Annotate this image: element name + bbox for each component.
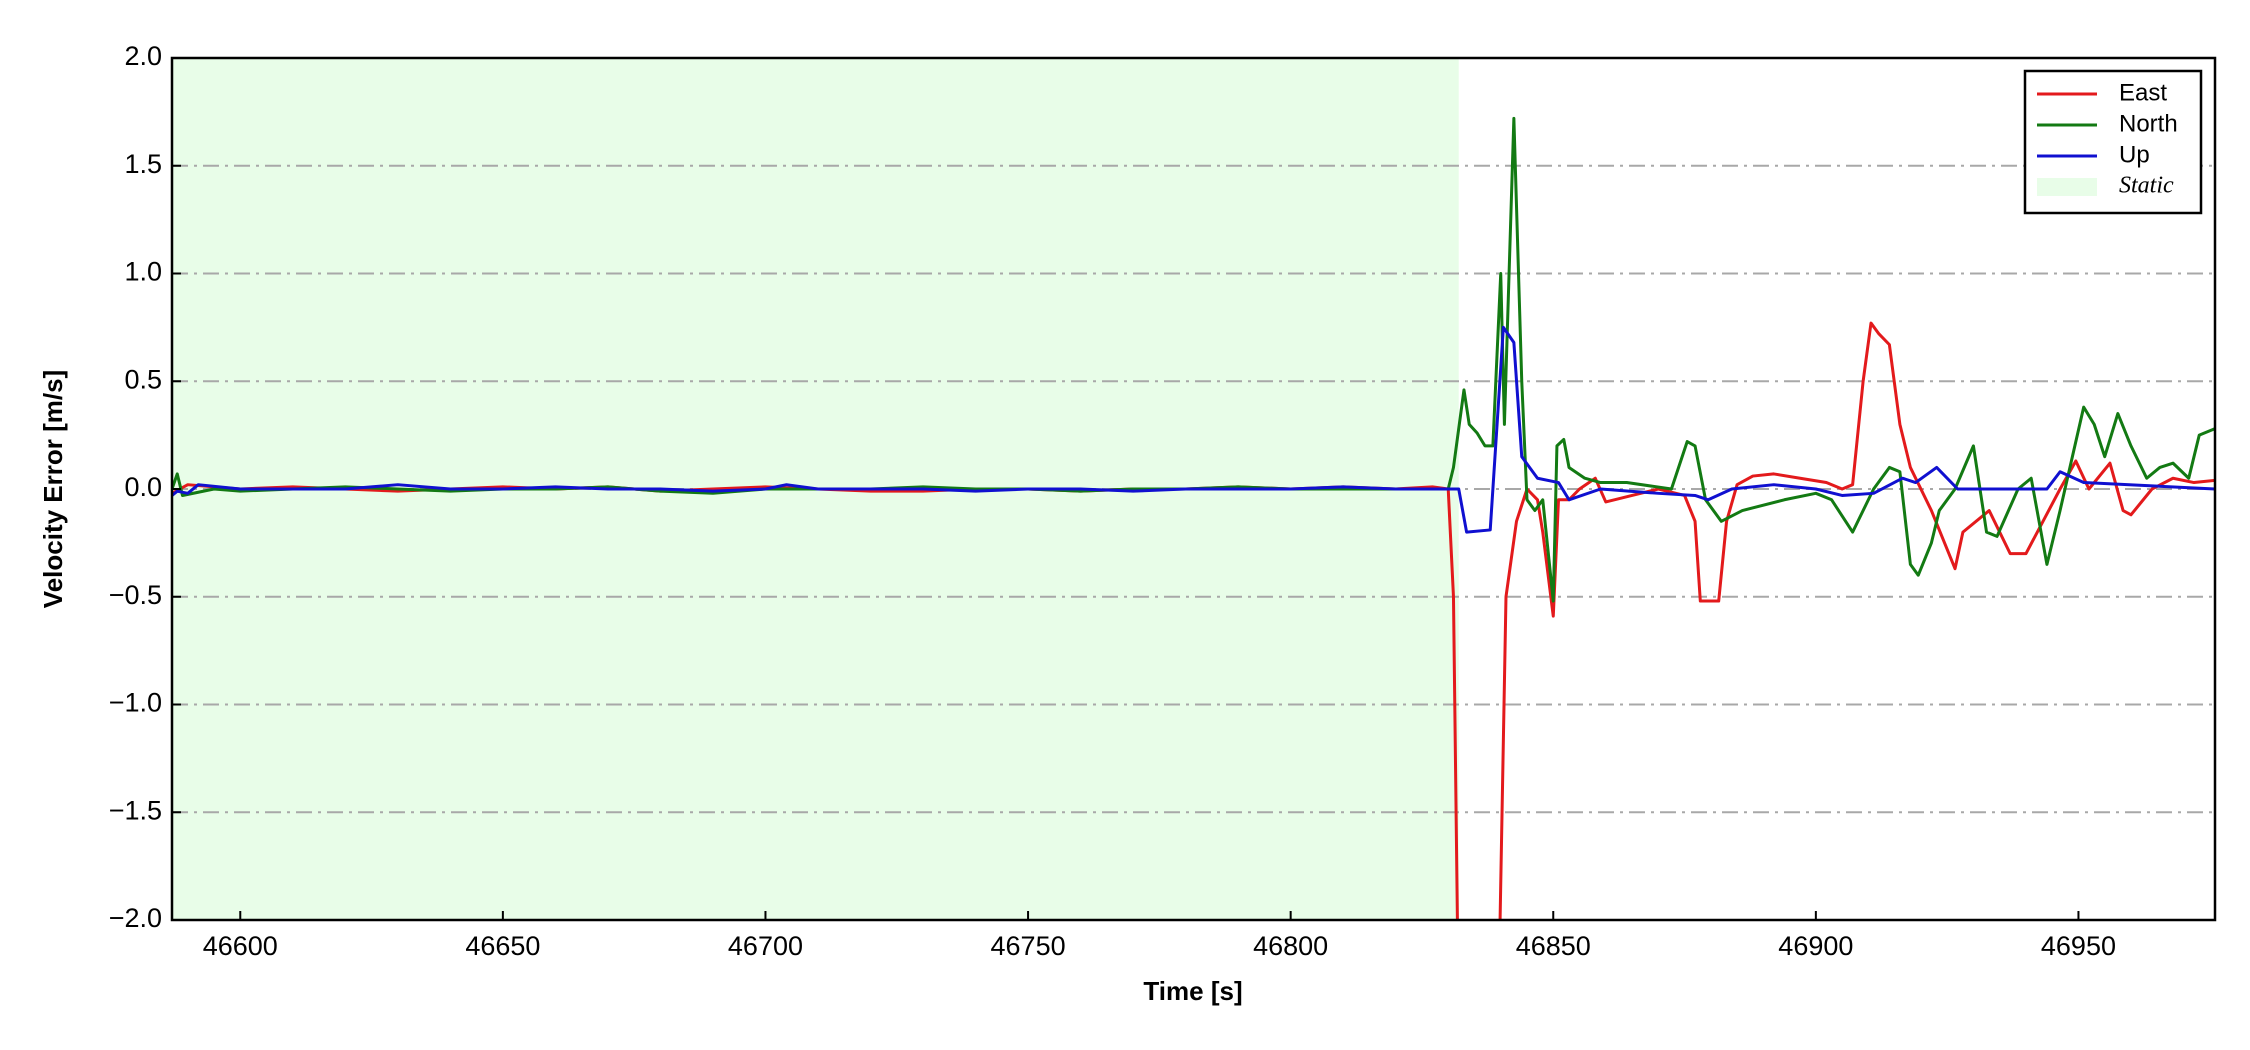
legend-label: East: [2119, 79, 2167, 106]
y-tick-label: −1.0: [109, 688, 162, 718]
y-tick-label: −1.5: [109, 795, 162, 825]
x-tick-label: 46650: [465, 931, 540, 961]
plot-frame: [170, 56, 2217, 922]
x-axis-label: Time [s]: [1143, 976, 1242, 1006]
x-tick-label: 46750: [991, 931, 1066, 961]
x-tick-label: 46800: [1253, 931, 1328, 961]
x-tick-label: 46850: [1516, 931, 1591, 961]
y-tick-label: 0.0: [124, 472, 162, 502]
x-tick-label: 46700: [728, 931, 803, 961]
x-tick-label: 46900: [1778, 931, 1853, 961]
foreground-layer: −2.0 −1.5 −1.0 −0.5 0.0 0.5 1.0 1.5 2.0 46600 4665…: [109, 41, 2217, 961]
y-tick-label: 1.5: [124, 149, 162, 179]
y-tick-label: 2.0: [124, 41, 162, 71]
y-tick-label: −2.0: [109, 903, 162, 933]
legend-label: Static: [2119, 173, 2174, 199]
x-tick-label: 46950: [2041, 931, 2116, 961]
legend-patch: [2037, 178, 2097, 196]
y-axis-label: Velocity Error [m/s]: [38, 370, 68, 608]
legend-label: North: [2119, 110, 2178, 137]
y-tick-label: −0.5: [109, 580, 162, 610]
series-line: [172, 325, 2215, 534]
y-tick-label: 1.0: [124, 257, 162, 287]
y-tick-label: 0.5: [124, 364, 162, 394]
x-tick-label: 46600: [203, 931, 278, 961]
legend-label: Up: [2119, 141, 2150, 168]
line-layer: [172, 116, 2215, 920]
